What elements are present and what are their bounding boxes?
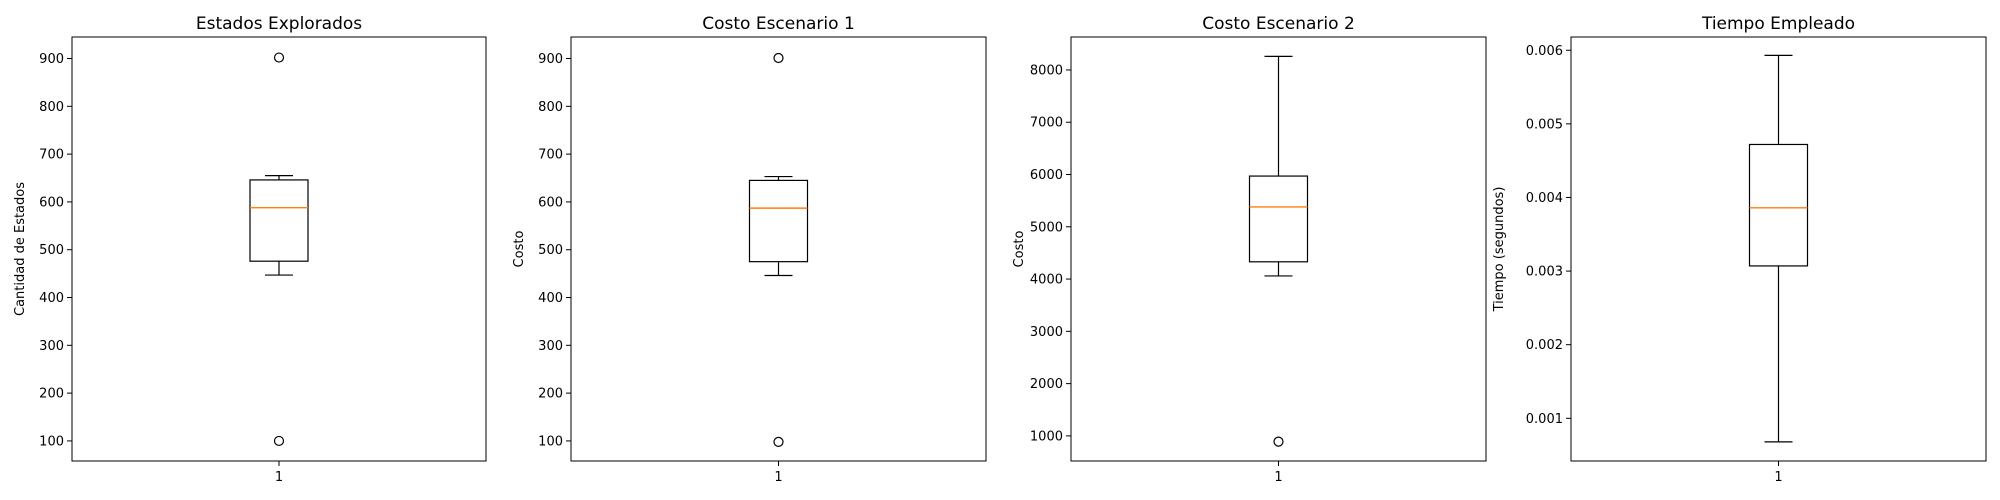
y-tick-label: 900 [39, 52, 64, 67]
subplot-2: Costo Escenario 1 100 200 300 400 500 600 700 80… [512, 14, 987, 485]
y-tick-label: 400 [39, 291, 64, 306]
y-tick-label: 900 [538, 52, 563, 67]
y-tick-label: 600 [39, 195, 64, 210]
subplot-1: Estados Explorados 100 200 300 400 500 600 700 8… [13, 14, 487, 485]
y-tick-label: 0.004 [1526, 191, 1563, 206]
y-tick-label: 0.001 [1526, 412, 1563, 427]
y-axis-label: Costo [1012, 231, 1027, 268]
y-tick-label: 0.002 [1526, 338, 1563, 353]
x-tick-label: 1 [1274, 470, 1282, 485]
x-tick-label: 1 [275, 470, 283, 485]
y-tick-label: 700 [538, 148, 563, 163]
y-axis-label: Cantidad de Estados [13, 182, 28, 316]
y-tick-label: 1000 [1030, 429, 1063, 444]
y-tick-label: 7000 [1030, 116, 1063, 131]
y-tick-label: 4000 [1030, 273, 1063, 288]
y-tick-label: 6000 [1030, 168, 1063, 183]
outlier-point [1273, 436, 1284, 447]
y-tick-label: 400 [538, 291, 563, 306]
y-tick-label: 200 [39, 387, 64, 402]
y-tick-label: 100 [39, 434, 64, 449]
y-axis-label: Costo [512, 231, 527, 268]
subplot-3: Costo Escenario 2 1000 2000 3000 4000 5000 600… [1012, 14, 1487, 485]
y-tick-label: 300 [538, 339, 563, 354]
y-tick-label: 0.003 [1526, 265, 1563, 280]
axes-frame [1570, 36, 1987, 462]
subplot-title: Estados Explorados [196, 14, 362, 34]
y-tick-label: 3000 [1030, 325, 1063, 340]
iqr-box [1748, 143, 1809, 267]
axes-frame [71, 36, 487, 462]
outlier-point [273, 52, 285, 63]
y-tick-label: 700 [39, 148, 64, 163]
iqr-box [1248, 175, 1309, 263]
y-tick-label: 200 [538, 387, 563, 402]
iqr-box [748, 179, 809, 263]
y-axis-label: Tiempo (segundos) [1492, 187, 1507, 313]
outlier-point [773, 436, 784, 447]
y-tick-label: 800 [39, 100, 64, 115]
y-tick-label: 300 [39, 339, 64, 354]
x-tick-label: 1 [774, 470, 782, 485]
y-tick-label: 100 [538, 434, 563, 449]
subplot-title: Tiempo Empleado [1701, 14, 1855, 34]
axes-frame [570, 36, 987, 462]
y-tick-label: 800 [538, 100, 563, 115]
outlier-point [773, 52, 784, 64]
subplot-title: Costo Escenario 1 [702, 14, 855, 34]
y-tick-label: 5000 [1030, 220, 1063, 235]
y-tick-label: 0.005 [1526, 117, 1563, 132]
y-tick-label: 600 [538, 195, 563, 210]
outlier-point [273, 435, 285, 447]
y-tick-label: 500 [39, 243, 64, 258]
subplot-4: Tiempo Empleado 0.001 0.002 0.003 0.004 0.005… [1492, 14, 1987, 485]
y-tick-label: 8000 [1030, 63, 1063, 78]
subplot-title: Costo Escenario 2 [1202, 14, 1355, 34]
y-tick-label: 2000 [1030, 377, 1063, 392]
iqr-box [249, 179, 309, 262]
y-tick-label: 0.006 [1526, 44, 1563, 59]
axes-frame [1070, 36, 1487, 462]
x-tick-label: 1 [1774, 470, 1782, 485]
y-tick-label: 500 [538, 243, 563, 258]
